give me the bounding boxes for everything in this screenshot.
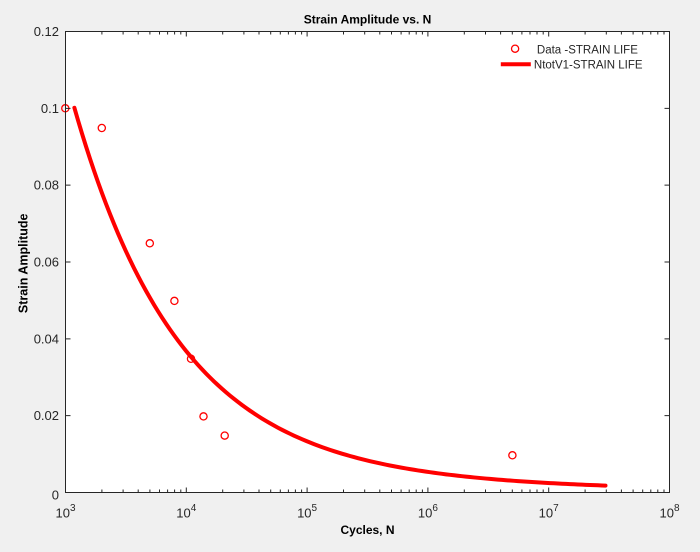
svg-text:NtotV1-STRAIN LIFE: NtotV1-STRAIN LIFE: [534, 59, 643, 71]
svg-text:0.08: 0.08: [34, 178, 59, 193]
svg-text:Strain Amplitude vs. N: Strain Amplitude vs. N: [304, 13, 432, 27]
svg-text:0: 0: [52, 487, 59, 502]
svg-text:Cycles, N: Cycles, N: [340, 523, 394, 537]
svg-text:Strain Amplitude: Strain Amplitude: [17, 213, 31, 313]
svg-text:0.02: 0.02: [34, 408, 59, 423]
svg-text:0.04: 0.04: [34, 331, 59, 346]
svg-text:0.1: 0.1: [41, 101, 59, 116]
svg-text:0.06: 0.06: [34, 255, 59, 270]
svg-text:0.12: 0.12: [34, 24, 59, 39]
svg-text:Data -STRAIN LIFE: Data -STRAIN LIFE: [537, 44, 638, 56]
